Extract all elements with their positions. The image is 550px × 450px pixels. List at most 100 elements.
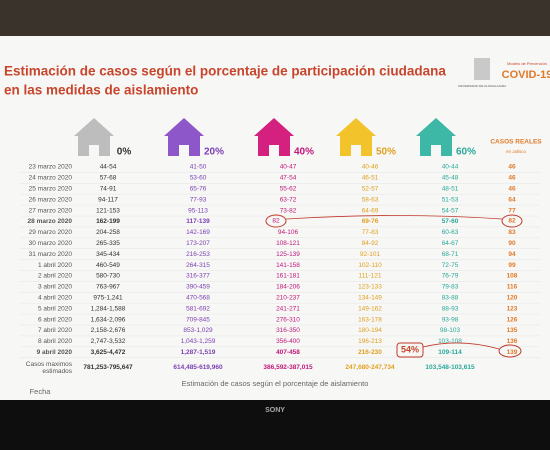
cell: 55-62: [280, 186, 297, 193]
cell: 184-206: [276, 284, 300, 291]
real-cases: 64: [508, 196, 516, 203]
logo-text: UNIVERSIDAD DE GUADALAJARA: [458, 84, 506, 88]
cell: 709-845: [186, 316, 210, 323]
cell: 60-63: [442, 229, 459, 236]
cell: 180-194: [358, 327, 382, 334]
cell: 109-114: [438, 349, 462, 356]
cell: 2,747-3,532: [91, 338, 126, 345]
cell: 108-121: [276, 240, 300, 247]
column-header: 40%: [294, 147, 314, 158]
brand: SONY: [265, 407, 285, 414]
real-cases: 136: [507, 338, 518, 345]
column-header: 60%: [456, 147, 476, 158]
cell: 48-51: [442, 186, 459, 193]
column-header: 50%: [376, 147, 396, 158]
cell: 76-79: [442, 273, 459, 280]
highlight: [396, 342, 424, 358]
cell: 1,634-2,096: [91, 316, 126, 323]
cell: 123-133: [358, 284, 382, 291]
total: 247,680-247,734: [345, 364, 395, 371]
cell: 316-350: [276, 327, 300, 334]
cell: 63-72: [280, 196, 297, 203]
connector: [422, 342, 500, 350]
cell: 83-88: [442, 295, 459, 302]
real-cases: 120: [507, 295, 518, 302]
highlight: [501, 214, 523, 228]
cell: 41-50: [190, 164, 207, 171]
cell: 46-51: [362, 175, 379, 182]
total: 103,548-103,615: [425, 364, 475, 371]
date: 1 abril 2020: [38, 262, 72, 269]
date: 27 marzo 2020: [29, 207, 73, 214]
cell: 2,158-2,676: [91, 327, 126, 334]
real-cases: 90: [508, 240, 516, 247]
date: 25 marzo 2020: [29, 186, 73, 193]
real-cases: 139: [507, 349, 518, 356]
cell: 390-459: [186, 284, 210, 291]
column-header: en Jalisco: [506, 149, 527, 154]
date: 29 marzo 2020: [29, 229, 73, 236]
annotation: 82: [272, 218, 280, 225]
cell: 47-54: [280, 175, 297, 182]
cell: 134-149: [358, 295, 382, 302]
date: 31 marzo 2020: [29, 251, 73, 258]
cell: 95-113: [188, 207, 208, 214]
real-cases: 83: [508, 229, 516, 236]
total: 781,253-795,647: [83, 364, 133, 371]
house: [336, 118, 376, 156]
cell: 92-101: [360, 251, 381, 258]
cell: 65-76: [190, 186, 207, 193]
cell: 407-458: [276, 349, 300, 356]
cell: 51-53: [442, 196, 459, 203]
cell: 316-377: [186, 273, 210, 280]
connector: [285, 215, 503, 220]
logo: [474, 58, 490, 80]
cell: 77-93: [190, 196, 207, 203]
annotation: 82: [508, 218, 516, 225]
cell: 45-48: [442, 175, 459, 182]
cell: 763-967: [96, 284, 120, 291]
cell: 173-207: [186, 240, 210, 247]
column-header: 0%: [117, 147, 132, 158]
cell: 94-117: [98, 196, 118, 203]
cell: 57-68: [100, 175, 117, 182]
annotation: 54%: [401, 344, 419, 354]
cell: 117-139: [186, 218, 210, 225]
cell: 853-1,029: [183, 327, 213, 334]
footer: Estimación de casos según el porcentaje …: [182, 379, 369, 388]
real-cases: 46: [508, 175, 516, 182]
cell: 204-258: [96, 229, 120, 236]
cell: 196-213: [358, 338, 382, 345]
cell: 210-237: [276, 295, 300, 302]
cell: 581-692: [186, 305, 210, 312]
date: 24 marzo 2020: [29, 175, 73, 182]
cell: 163-178: [358, 316, 382, 323]
real-cases: 135: [507, 327, 518, 334]
cell: 265-335: [96, 240, 120, 247]
cell: 1,287-1,519: [181, 349, 216, 356]
house: [164, 118, 204, 156]
cell: 44-54: [100, 164, 117, 171]
cell: 94-106: [278, 229, 299, 236]
real-cases: 123: [507, 305, 518, 312]
logo-text: Modelo de Prevención: [507, 61, 547, 66]
title: en las medidas de aislamiento: [4, 83, 198, 98]
cell: 79-83: [442, 284, 459, 291]
house: [416, 118, 456, 156]
cell: 460-549: [96, 262, 120, 269]
real-cases: 46: [508, 164, 516, 171]
cell: 73-82: [280, 207, 297, 214]
cell: 161-181: [276, 273, 300, 280]
cell: 276-310: [276, 316, 300, 323]
cell: 40-46: [362, 164, 379, 171]
real-cases: 108: [507, 273, 518, 280]
cell: 53-60: [190, 175, 207, 182]
cell: 88-93: [442, 305, 459, 312]
cell: 74-91: [100, 186, 117, 193]
house: [254, 118, 294, 156]
cell: 58-63: [362, 196, 379, 203]
total-label: Casos maximos: [26, 361, 73, 368]
date: 7 abril 2020: [38, 327, 72, 334]
